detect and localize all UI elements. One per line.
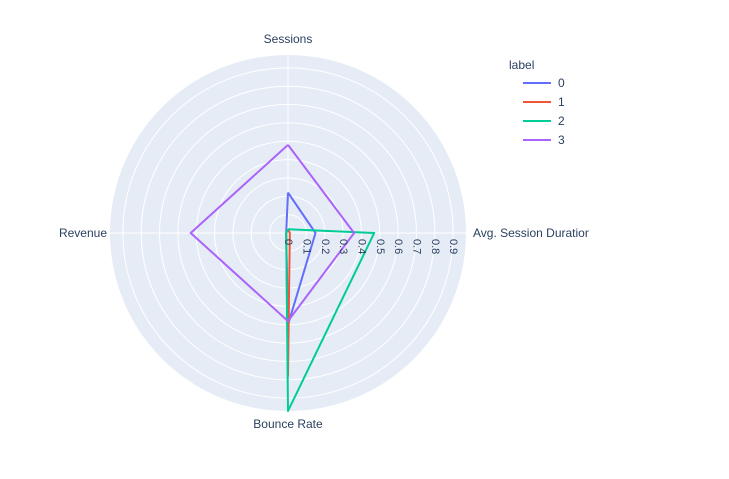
radial-tick-label: 0.6 [392,239,404,254]
legend-label: 3 [558,133,565,147]
legend-label: 2 [558,114,565,128]
series-line-2 [285,228,376,412]
series-layer [189,144,376,412]
legend-item[interactable]: 2 [523,114,565,128]
angular-axis-label: Revenue [59,226,107,240]
angular-axis-label: Avg. Session Duration [473,226,592,240]
angular-axis-label: Sessions [264,32,313,46]
legend-label: 1 [558,95,565,109]
radial-tick-label: 0.1 [300,239,312,254]
angular-axis-label: Bounce Rate [253,417,323,431]
legend-item[interactable]: 3 [523,133,565,147]
legend-item[interactable]: 0 [523,76,565,90]
legend-label: 0 [558,76,565,90]
radial-tick-label: 0.3 [337,239,349,254]
series-line-3 [189,144,356,323]
radial-tick-label: 0.5 [374,239,386,254]
legend-item[interactable]: 1 [523,95,565,109]
radial-tick-label: 0.8 [429,239,441,254]
legend-title: label [509,58,534,72]
radial-tick-label: 0.4 [355,239,367,254]
radial-tick-label: 0 [282,239,294,245]
radial-tick-label: 0.2 [319,239,331,254]
radial-tick-labels: 0 0.1 0.2 0.3 0.4 0.5 0.6 0.7 0.8 0.9 [282,239,459,254]
angular-axis-labels: Sessions Avg. Session Duration Bounce Rate… [59,32,592,431]
radial-tick-label: 0.9 [447,239,459,254]
radial-tick-label: 0.7 [411,239,423,254]
legend: label 0 1 2 3 [509,58,565,147]
